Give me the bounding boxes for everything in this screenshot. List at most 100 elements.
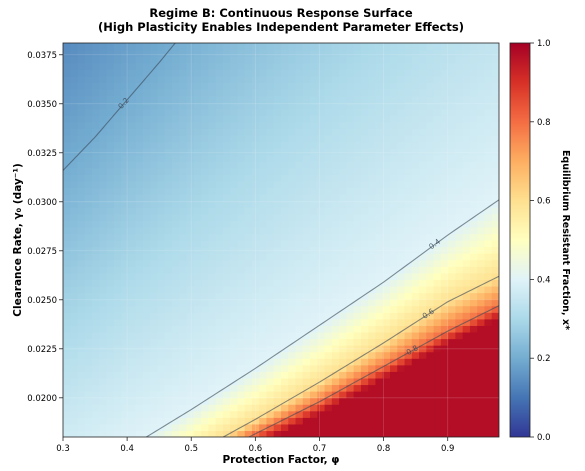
heatmap-cell [113,338,122,346]
heatmap-cell [404,240,413,248]
heatmap-cell [419,174,427,182]
heatmap-cell [77,49,86,57]
heatmap-cell [215,338,224,346]
heatmap-cell [469,134,478,143]
heatmap-cell [84,43,93,51]
heatmap-cell [222,430,231,437]
heatmap-cell [106,397,115,405]
heatmap-cell [310,141,318,149]
heatmap-cell [288,272,297,280]
heatmap-cell [215,187,224,195]
heatmap-cell [455,272,464,280]
heatmap-cell [121,318,129,326]
heatmap-cell [477,108,486,116]
heatmap-cell [426,305,435,313]
heatmap-cell [222,108,231,116]
heatmap-cell [288,364,297,372]
heatmap-cell [324,259,333,267]
heatmap-cell [230,115,238,123]
heatmap-cell [375,253,384,261]
heatmap-cell [208,305,217,313]
heatmap-cell [433,148,442,156]
heatmap-cell [244,62,253,70]
heatmap-cell [462,128,471,136]
heatmap-cell [469,259,478,267]
heatmap-cell [142,75,151,83]
heatmap-cell [106,174,115,182]
heatmap-cell [237,194,246,202]
heatmap-cell [368,167,377,175]
heatmap-cell [295,148,304,156]
heatmap-cell [469,62,478,70]
heatmap-cell [281,397,289,405]
heatmap-cell [390,338,398,346]
heatmap-cell [99,49,108,57]
heatmap-cell [77,62,86,70]
heatmap-cell [339,404,347,412]
heatmap-cell [172,292,180,300]
heatmap-cell [77,331,86,340]
heatmap-cell [390,318,398,326]
heatmap-cell [368,43,377,51]
heatmap-cell [121,233,129,241]
heatmap-cell [113,404,122,412]
heatmap-cell [397,167,406,175]
heatmap-cell [491,75,499,83]
heatmap-cell [237,95,246,103]
heatmap-cell [331,108,340,116]
heatmap-cell [426,377,435,386]
heatmap-cell [288,167,297,175]
heatmap-cell [462,88,471,97]
heatmap-cell [419,220,427,228]
heatmap-cell [201,226,209,235]
heatmap-cell [259,187,268,195]
heatmap-cell [462,141,471,149]
heatmap-cell [244,371,253,379]
heatmap-cell [462,240,471,248]
heatmap-cell [99,220,108,228]
x-tick-label: 0.5 [184,444,198,454]
heatmap-cell [324,194,333,202]
heatmap-cell [295,56,304,64]
heatmap-cell [339,351,347,359]
heatmap-cell [419,69,427,77]
heatmap-cell [164,364,173,372]
heatmap-cell [404,161,413,169]
heatmap-cell [70,141,79,149]
heatmap-cell [142,56,151,64]
heatmap-cell [360,331,369,340]
heatmap-cell [477,305,486,313]
colorbar-tick-label: 0.6 [537,197,551,207]
heatmap-cell [462,161,471,169]
heatmap-cell [70,180,79,189]
heatmap-cell [215,325,224,333]
heatmap-cell [426,371,435,379]
heatmap-cell [477,345,486,353]
heatmap-cell [99,423,108,432]
heatmap-cell [201,207,209,215]
heatmap-cell [295,115,304,123]
heatmap-cell [331,325,340,333]
heatmap-cell [353,259,362,267]
heatmap-cell [404,253,413,261]
heatmap-cell [397,49,406,57]
heatmap-cell [302,312,311,320]
heatmap-cell [251,325,260,333]
heatmap-cell [448,108,456,116]
heatmap-cell [135,404,144,412]
heatmap-cell [382,194,391,202]
heatmap-cell [208,325,217,333]
heatmap-cell [353,391,362,399]
heatmap-cell [142,417,151,425]
heatmap-cell [70,213,79,221]
heatmap-cell [426,285,435,294]
heatmap-cell [106,391,115,399]
heatmap-cell [172,331,180,340]
heatmap-cell [70,128,79,136]
heatmap-cell [491,95,499,103]
heatmap-cell [237,161,246,169]
heatmap-cell [266,213,275,221]
heatmap-cell [77,200,86,208]
heatmap-cell [375,141,384,149]
heatmap-cell [440,391,449,399]
